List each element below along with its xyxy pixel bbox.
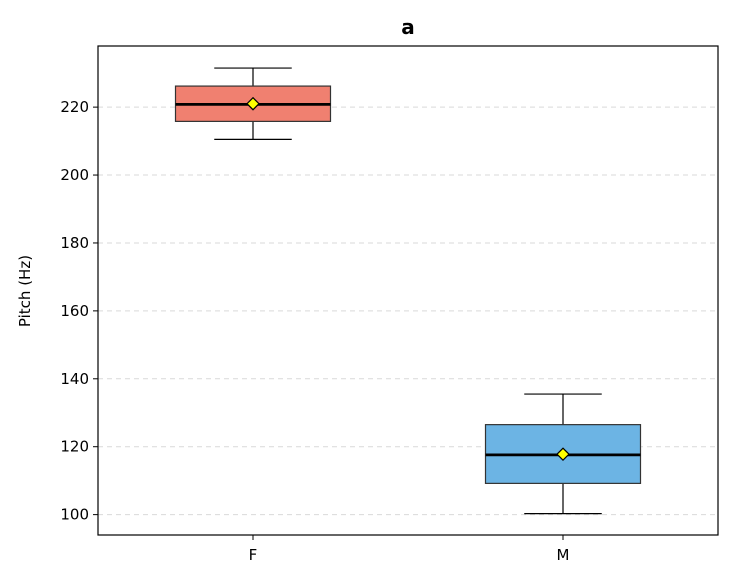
mean-marker xyxy=(246,96,260,111)
y-tick-label: 140 xyxy=(60,370,89,388)
x-tick-label: M xyxy=(557,546,570,564)
boxes xyxy=(174,67,642,515)
plot-frame xyxy=(97,45,719,536)
y-tick-label: 200 xyxy=(60,166,89,184)
y-tick-label: 100 xyxy=(60,506,89,524)
x-tick-label: F xyxy=(249,546,258,564)
y-tick-label: 160 xyxy=(60,302,89,320)
y-axis-label: Pitch (Hz) xyxy=(16,255,34,327)
box-group xyxy=(174,67,332,140)
mean-marker xyxy=(556,447,570,462)
box-group xyxy=(484,393,642,515)
y-tick-label: 120 xyxy=(60,438,89,456)
y-tick-label: 220 xyxy=(60,98,89,116)
chart-title: a xyxy=(401,15,415,39)
y-axis-ticks: 100 120 140 160 180 200 220 xyxy=(60,98,98,524)
y-tick-label: 180 xyxy=(60,234,89,252)
